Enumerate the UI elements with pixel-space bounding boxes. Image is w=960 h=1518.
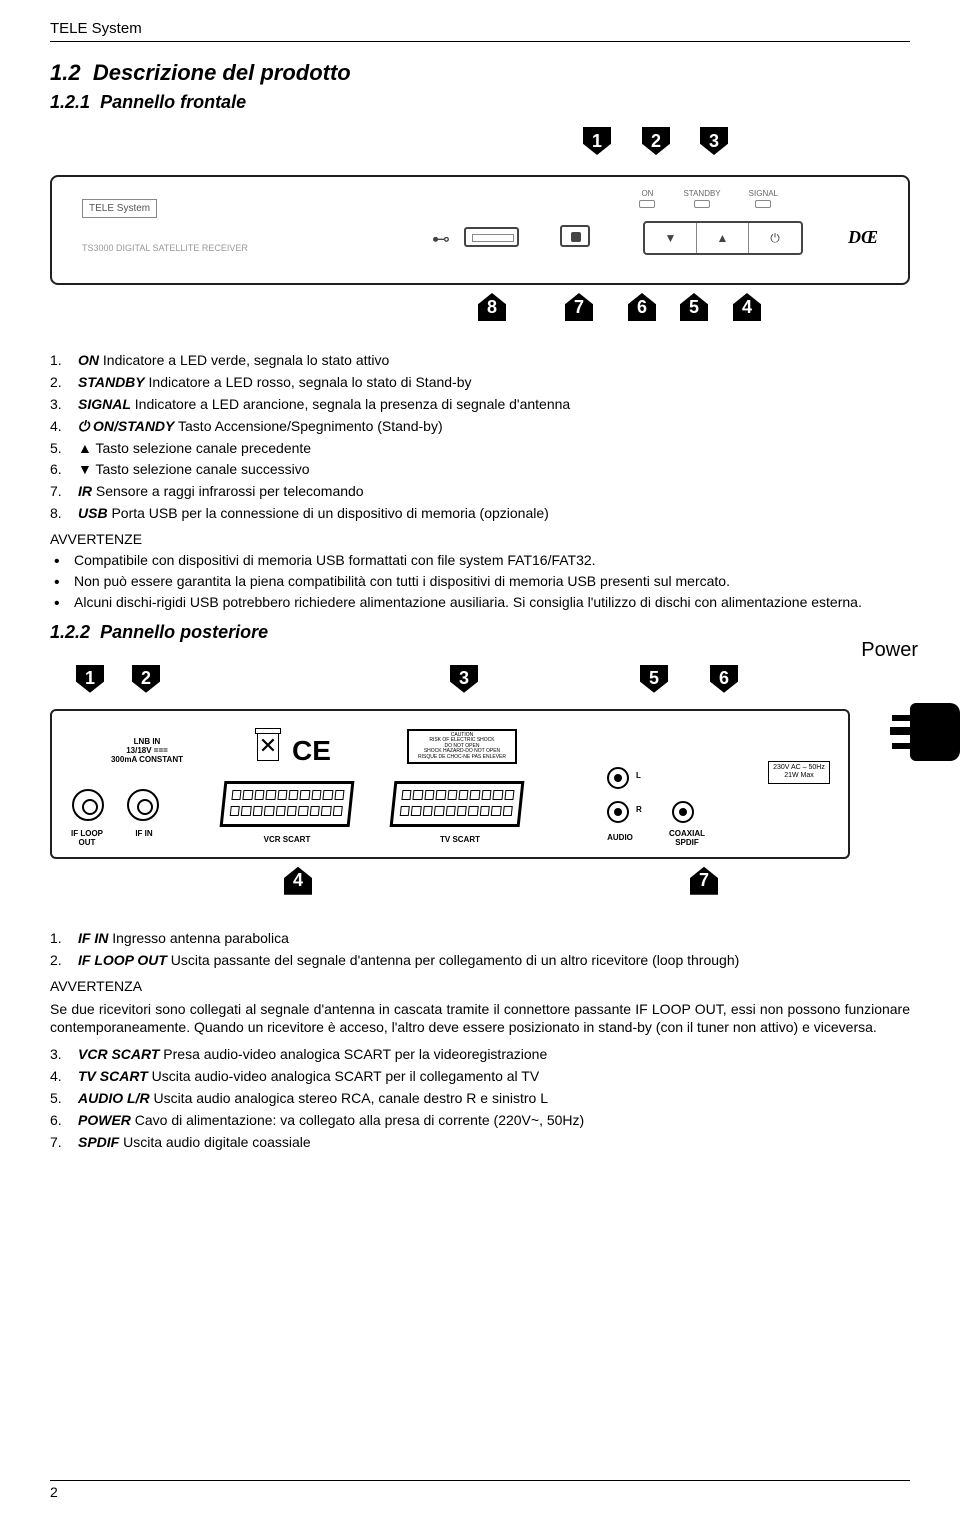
callout-3: 3 (450, 665, 478, 693)
front-buttons: ▼▲⏻ (643, 221, 803, 255)
section-title-1: 1.2 Descrizione del prodotto (50, 60, 910, 86)
led-on: ON (639, 189, 655, 208)
back-list-item: IF IN Ingresso antenna parabolica (50, 929, 910, 948)
callout-2: 2 (642, 127, 670, 155)
callout-1: 1 (583, 127, 611, 155)
callout-8: 8 (478, 293, 506, 321)
warning-bullet: Compatibile con dispositivi di memoria U… (50, 551, 910, 570)
front-warning-title: AVVERTENZE (50, 531, 910, 547)
front-list-item: SIGNAL Indicatore a LED arancione, segna… (50, 395, 910, 414)
spdif-connector (672, 801, 694, 823)
tv-scart (390, 781, 525, 827)
audio-r-label: R (636, 805, 642, 814)
callout-4: 4 (733, 293, 761, 321)
callout-3: 3 (700, 127, 728, 155)
front-panel-list: ON Indicatore a LED verde, segnala lo st… (50, 351, 910, 523)
power-label: Power (861, 639, 918, 662)
dvb-logo: DŒ (848, 227, 878, 248)
if-loop-out-connector (72, 789, 104, 821)
callout-7: 7 (565, 293, 593, 321)
ifloop-label: IF LOOP OUT (62, 829, 112, 847)
back-warning-title: AVVERTENZA (50, 978, 910, 994)
if-in-connector (127, 789, 159, 821)
section-title-1-1: 1.2.1 Pannello frontale (50, 92, 910, 113)
front-list-item: ON Indicatore a LED verde, segnala lo st… (50, 351, 910, 370)
back-panel-list-a: IF IN Ingresso antenna parabolica IF LOOP… (50, 929, 910, 970)
front-list-item: ⏻ ON/STANDY Tasto Accensione/Spegnimento… (50, 417, 910, 436)
callout-5: 5 (680, 293, 708, 321)
power-rating: 230V AC – 50Hz 21W Max (768, 761, 830, 784)
callout-6: 6 (628, 293, 656, 321)
vcr-scart-label: VCR SCART (247, 835, 327, 844)
section-title-1-2: 1.2.2 Pannello posteriore (50, 622, 910, 643)
callout-5: 5 (640, 665, 668, 693)
callout-1: 1 (76, 665, 104, 693)
callout-6: 6 (710, 665, 738, 693)
audio-l (607, 767, 629, 789)
front-panel-diagram: 1 2 3 TELE System TS3000 DIGITAL SATELLITE… (50, 127, 910, 333)
front-list-item: ▲ Tasto selezione canale precedente (50, 439, 910, 458)
back-panel-list-b: VCR SCART Presa audio-video analogica SC… (50, 1045, 910, 1151)
ir-sensor (560, 225, 590, 247)
ce-mark: CE (292, 735, 331, 767)
weee-icon (257, 733, 279, 761)
audio-l-label: L (636, 771, 641, 780)
power-plug-icon (910, 703, 960, 761)
front-list-item: IR Sensore a raggi infrarossi per teleco… (50, 482, 910, 501)
front-leds: ON STANDBY SIGNAL (639, 189, 778, 208)
front-btn: ⏻ (749, 223, 801, 253)
callout-2: 2 (132, 665, 160, 693)
back-panel-diagram: Power 12356 LNB IN 13/18V === 300mA CONS… (50, 657, 910, 911)
device-back: LNB IN 13/18V === 300mA CONSTANT IF LOOP… (50, 709, 850, 859)
ifin-label: IF IN (124, 829, 164, 838)
back-list-item: IF LOOP OUT Uscita passante del segnale … (50, 951, 910, 970)
back-list-item: SPDIF Uscita audio digitale coassiale (50, 1133, 910, 1152)
lnb-label: LNB IN 13/18V === 300mA CONSTANT (102, 737, 192, 764)
warning-bullet: Alcuni dischi-rigidi USB potrebbero rich… (50, 593, 910, 612)
device-front: TELE System TS3000 DIGITAL SATELLITE REC… (50, 175, 910, 285)
audio-label: AUDIO (600, 833, 640, 842)
back-list-item: VCR SCART Presa audio-video analogica SC… (50, 1045, 910, 1064)
brand-header: TELE System (50, 20, 910, 42)
back-list-item: POWER Cavo di alimentazione: va collegat… (50, 1111, 910, 1130)
device-model: TS3000 DIGITAL SATELLITE RECEIVER (82, 243, 248, 253)
usb-icon: ⊷ (432, 229, 450, 250)
front-list-item: STANDBY Indicatore a LED rosso, segnala … (50, 373, 910, 392)
front-list-item: ▼ Tasto selezione canale successivo (50, 460, 910, 479)
caution-label: CAUTION RISK OF ELECTRIC SHOCK DO NOT OP… (407, 729, 517, 765)
led-signal: SIGNAL (749, 189, 778, 208)
device-logo: TELE System (82, 199, 157, 218)
warning-bullet: Non può essere garantita la piena compat… (50, 572, 910, 591)
spdif-label: COAXIAL SPDIF (662, 829, 712, 847)
tv-scart-label: TV SCART (420, 835, 500, 844)
usb-port (464, 227, 519, 247)
back-list-item: AUDIO L/R Uscita audio analogica stereo … (50, 1089, 910, 1108)
front-btn: ▼ (645, 223, 697, 253)
audio-r (607, 801, 629, 823)
front-btn: ▲ (697, 223, 749, 253)
front-list-item: USB Porta USB per la connessione di un d… (50, 504, 910, 523)
front-warning-bullets: Compatibile con dispositivi di memoria U… (50, 551, 910, 612)
vcr-scart (220, 781, 355, 827)
back-list-item: TV SCART Uscita audio-video analogica SC… (50, 1067, 910, 1086)
back-warning-text: Se due ricevitori sono collegati al segn… (50, 1000, 910, 1038)
callout-7: 7 (690, 867, 718, 895)
led-standby: STANDBY (683, 189, 720, 208)
callout-4: 4 (284, 867, 312, 895)
page-number: 2 (50, 1480, 910, 1500)
